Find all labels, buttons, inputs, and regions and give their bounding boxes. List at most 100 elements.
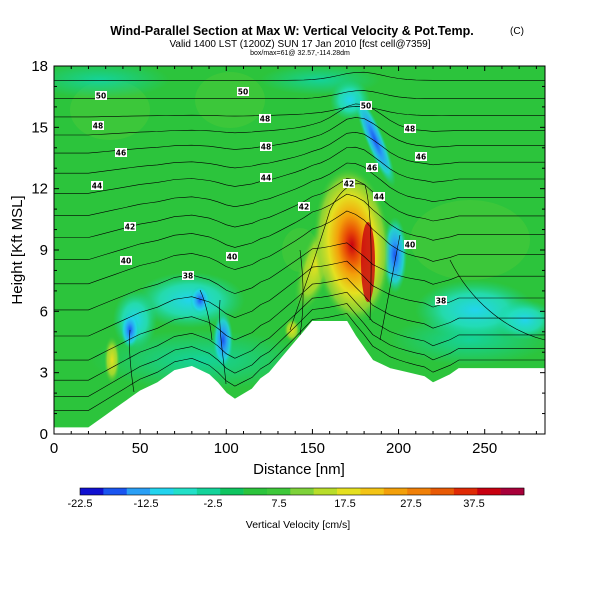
y-tick-label: 12	[31, 181, 48, 198]
y-tick-label: 3	[40, 365, 48, 382]
contour-label: 42	[299, 203, 309, 212]
theta-contour-line	[54, 210, 545, 285]
colorbar-tick-label: 7.5	[271, 498, 286, 510]
colorbar-tick-label: 27.5	[400, 498, 421, 510]
colorbar-swatch	[103, 488, 128, 495]
contour-label: 46	[116, 149, 126, 158]
contour-label-bg	[226, 252, 238, 261]
y-tick-label: 0	[40, 426, 48, 443]
theta-contour-line	[54, 71, 545, 81]
theta-contour-line	[54, 103, 545, 136]
y-tick-label: 9	[40, 242, 48, 259]
theta-contour-line	[54, 313, 545, 411]
contour-label-bg	[237, 87, 249, 96]
theta-contour-line	[54, 260, 545, 337]
theta-contour-line	[54, 117, 545, 154]
contour-label-bg	[120, 256, 132, 265]
contour-label: 40	[227, 253, 237, 262]
colorbar-swatch	[477, 488, 501, 495]
contour-label: 40	[121, 257, 131, 266]
colorbar-swatch	[337, 488, 361, 495]
colorbar-swatch	[430, 488, 455, 495]
contour-label-bg	[360, 101, 372, 110]
contour-label-bg	[435, 296, 447, 305]
contour-label: 44	[374, 193, 384, 202]
colorbar-tick-label: 17.5	[334, 498, 355, 510]
colorbar: -22.5 -12.5 -2.5 7.5 17.5 27.5 37.5	[67, 487, 525, 510]
colorbar-tick-label: 37.5	[463, 498, 484, 510]
contour-label-bg	[298, 202, 310, 211]
chart-subtitle: Valid 1400 LST (1200Z) SUN 17 Jan 2010 […	[169, 39, 430, 50]
theta-contour-line	[54, 90, 545, 99]
theta-contour-line	[54, 131, 545, 174]
x-axis-label: Distance [nm]	[253, 461, 345, 478]
colorbar-swatch	[80, 488, 104, 495]
x-tick-label: 50	[132, 440, 149, 457]
contour-label: 40	[405, 241, 415, 250]
colorbar-label: Vertical Velocity [cm/s]	[246, 519, 351, 531]
colorbar-swatch	[126, 488, 151, 495]
colorbar-swatch	[290, 488, 314, 495]
theta-contour-line	[54, 106, 545, 118]
contour-label-bg	[95, 91, 107, 100]
theta-contour-line	[54, 146, 545, 194]
contour-label-bg	[404, 124, 416, 133]
contour-label-bg	[91, 181, 103, 190]
colorbar-swatch	[173, 488, 198, 495]
colorbar-swatch	[243, 488, 268, 495]
contour-label-bg	[182, 271, 194, 280]
colorbar-swatch	[407, 488, 431, 495]
velocity-contours	[129, 183, 545, 393]
contour-label: 46	[367, 164, 377, 173]
contour-label-bg	[366, 163, 378, 172]
velocity-field: 50 50 50 48 48 48 48 46 46 46 44 44 44 42 42 42 40 40 40 38…	[54, 66, 545, 434]
colorbar-swatch	[383, 488, 408, 495]
title-mark: (C)	[510, 26, 524, 37]
terrain	[54, 321, 545, 434]
colorbar-swatch	[266, 488, 291, 495]
colorbar-tick-label: -12.5	[133, 498, 158, 510]
contour-label-bg	[115, 148, 127, 157]
colorbar-swatch	[196, 488, 221, 495]
contour-label: 44	[261, 174, 271, 183]
theta-contour-line	[54, 291, 545, 381]
x-axis: 0 50 100 150 200 250	[50, 66, 537, 457]
y-tick-label: 6	[40, 303, 48, 320]
contour-label: 50	[96, 92, 106, 101]
contour-label-bg	[415, 152, 427, 161]
y-axis-label: Height [Kft MSL]	[9, 195, 26, 304]
contour-label: 38	[436, 297, 446, 306]
main-updraft-core	[361, 222, 375, 302]
chart-subtitle-2: box/max=61@ 32.57,-114.28dm	[250, 50, 350, 57]
contour-label-bg	[260, 142, 272, 151]
contour-label: 50	[238, 88, 248, 97]
contour-label-bg	[124, 222, 136, 231]
contour-label: 42	[344, 180, 354, 189]
contour-label-bg	[92, 121, 104, 130]
contour-label: 42	[125, 223, 135, 232]
y-axis: 0 3 6 9 12 15 18	[31, 58, 545, 443]
colorbar-swatch	[453, 488, 478, 495]
contour-label-bg	[373, 192, 385, 201]
theta-contour-line	[54, 277, 545, 361]
x-tick-label: 150	[300, 440, 325, 457]
theta-contour-line	[54, 242, 545, 311]
y-tick-label: 15	[31, 119, 48, 136]
contour-label-bg	[404, 240, 416, 249]
x-tick-label: 250	[472, 440, 497, 457]
colorbar-tick-label: -2.5	[204, 498, 223, 510]
contour-label: 48	[261, 143, 271, 152]
contour-label-bg	[343, 179, 355, 188]
theta-contour-line	[54, 193, 545, 260]
theta-contour-line	[54, 162, 545, 216]
contour-label: 48	[405, 125, 415, 134]
colorbar-frame	[79, 487, 525, 496]
contour-label-bg	[260, 173, 272, 182]
colorbar-swatch	[500, 488, 525, 495]
colorbar-tick-label: -22.5	[67, 498, 92, 510]
colorbar-swatch	[313, 488, 338, 495]
colorbar-swatch	[360, 488, 385, 495]
x-tick-label: 100	[214, 440, 239, 457]
colorbar-swatch	[220, 488, 244, 495]
